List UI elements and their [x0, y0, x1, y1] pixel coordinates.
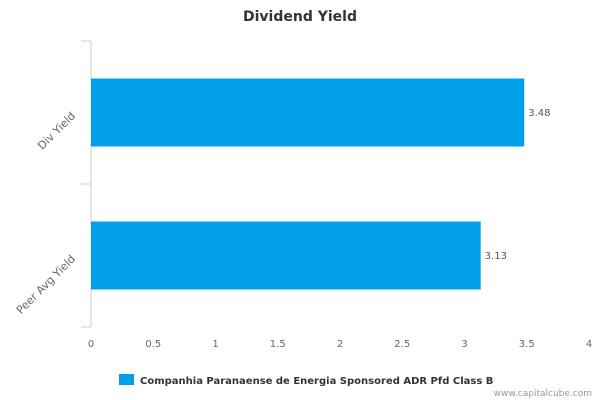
x-axis-ticks: 0 0.5 1 1.5 2 2.5 3 3.5 4: [88, 339, 592, 350]
legend[interactable]: Companhia Paranaense de Energia Sponsore…: [119, 374, 493, 387]
bar-value-label: 3.13: [485, 251, 507, 262]
legend-swatch[interactable]: [119, 374, 134, 385]
chart-title: Dividend Yield: [243, 9, 357, 25]
x-tick-label: 0.5: [145, 339, 161, 350]
x-tick-label: 3: [461, 339, 467, 350]
x-tick-label: 2: [337, 339, 343, 350]
x-tick-label: 1: [212, 339, 218, 350]
category-labels: Div Yield Peer Avg Yield: [14, 109, 78, 316]
x-tick-label: 2.5: [394, 339, 410, 350]
credit-text: www.capitalcube.com: [494, 389, 592, 399]
legend-label[interactable]: Companhia Paranaense de Energia Sponsore…: [140, 376, 493, 387]
bars: [91, 78, 525, 290]
value-labels: 3.48 3.13: [485, 108, 551, 262]
bar-value-label: 3.48: [528, 108, 550, 119]
y-axis: [81, 40, 92, 328]
x-tick-label: 0: [88, 339, 94, 350]
x-tick-label: 3.5: [519, 339, 535, 350]
x-tick-label: 4: [586, 339, 592, 350]
category-label: Peer Avg Yield: [14, 252, 78, 316]
x-tick-label: 1.5: [270, 339, 286, 350]
bar-div-yield[interactable]: [91, 78, 525, 147]
category-label: Div Yield: [35, 109, 78, 152]
bar-peer-avg-yield[interactable]: [91, 221, 481, 290]
